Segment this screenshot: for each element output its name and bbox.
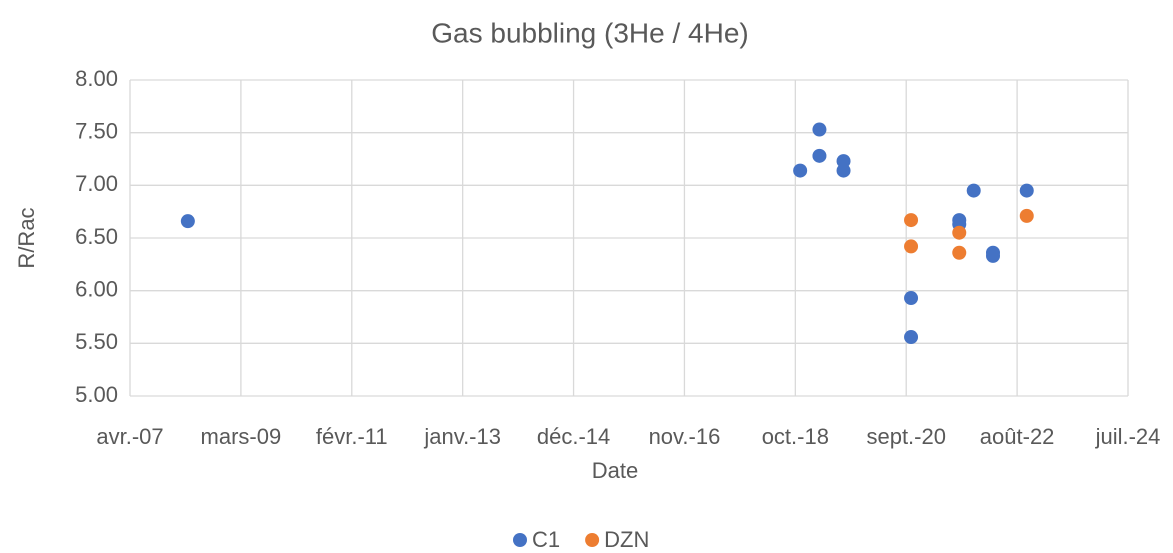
point [986,248,1001,263]
x-tick-label: déc.-14 [537,424,610,449]
y-tick-label: 7.50 [75,118,118,143]
point [952,245,967,260]
legend-marker [513,533,527,547]
legend-label: DZN [604,527,649,552]
chart-title: Gas bubbling (3He / 4He) [431,17,749,48]
x-tick-label: nov.-16 [649,424,721,449]
y-tick-label: 8.00 [75,66,118,91]
x-tick-label: avr.-07 [96,424,163,449]
point [836,163,851,178]
point [1019,208,1034,223]
x-tick-label: août-22 [980,424,1055,449]
y-axis-label: R/Rac [14,207,39,268]
point [904,213,919,228]
x-axis-label: Date [592,458,638,483]
point [180,214,195,229]
point [812,122,827,137]
point [1019,183,1034,198]
y-tick-label: 6.50 [75,224,118,249]
x-tick-label: févr.-11 [316,424,388,449]
x-tick-label: juil.-24 [1095,424,1161,449]
x-tick-label: oct.-18 [762,424,829,449]
point [904,330,919,345]
legend-label: C1 [532,527,560,552]
point [952,225,967,240]
point [812,148,827,163]
legend-marker [585,533,600,547]
point [793,163,808,178]
y-tick-label: 7.00 [75,171,118,196]
y-tick-label: 6.00 [75,276,118,301]
point [966,183,981,198]
point [904,291,919,306]
y-tick-label: 5.50 [75,329,118,354]
x-tick-label: mars-09 [201,424,282,449]
y-tick-label: 5.00 [75,382,118,407]
x-tick-label: sept.-20 [866,424,946,449]
point [904,239,919,254]
x-tick-label: janv.-13 [423,424,501,449]
